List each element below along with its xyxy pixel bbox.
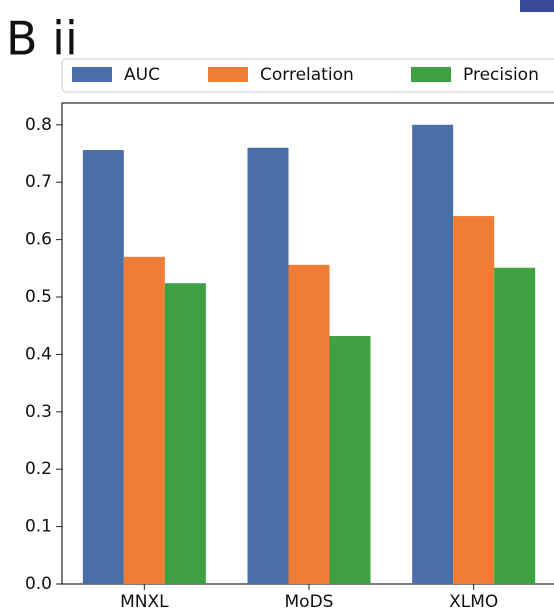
legend-swatch xyxy=(72,67,112,82)
y-tick-label: 0.2 xyxy=(25,459,52,479)
y-tick-label: 0.3 xyxy=(25,402,52,422)
bar xyxy=(494,268,535,584)
cropped-figure-fragment xyxy=(520,0,554,12)
panel-label: B ii xyxy=(6,12,78,66)
y-tick-label: 0.8 xyxy=(25,115,52,135)
bar xyxy=(453,216,494,584)
legend-label: AUC xyxy=(124,65,160,85)
bar xyxy=(330,336,371,584)
legend-swatch xyxy=(411,67,451,82)
bar xyxy=(412,125,453,584)
y-tick-label: 0.6 xyxy=(25,230,52,250)
bar xyxy=(83,150,124,584)
legend-swatch xyxy=(208,67,248,82)
x-tick-label: MNXL xyxy=(120,592,169,612)
bar xyxy=(248,148,289,584)
bar xyxy=(124,257,165,584)
y-tick-label: 0.0 xyxy=(25,574,52,594)
y-tick-label: 0.5 xyxy=(25,287,52,307)
bar xyxy=(289,265,330,584)
y-tick-label: 0.7 xyxy=(25,172,52,192)
legend-label: Precision xyxy=(463,65,539,85)
chart: B ii 0.0 0.1 0.2 0.3 0.4 0.5 0.6 0.7 0.8 MNXL MoDS… xyxy=(0,0,554,612)
y-tick-label: 0.4 xyxy=(25,344,52,364)
bar xyxy=(165,283,206,584)
x-tick-label: XLMO xyxy=(449,592,498,612)
y-tick-label: 0.1 xyxy=(25,517,52,537)
x-tick-label: MoDS xyxy=(285,592,334,612)
legend-label: Correlation xyxy=(260,65,354,85)
